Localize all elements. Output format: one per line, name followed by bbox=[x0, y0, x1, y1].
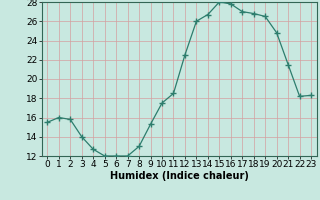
X-axis label: Humidex (Indice chaleur): Humidex (Indice chaleur) bbox=[110, 171, 249, 181]
